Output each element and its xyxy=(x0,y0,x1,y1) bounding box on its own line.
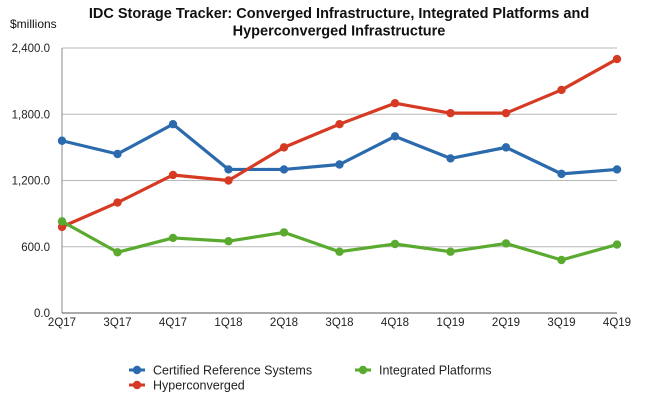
data-point xyxy=(446,108,455,118)
x-tick-label: 3Q17 xyxy=(103,317,131,329)
x-tick-label: 2Q17 xyxy=(48,317,76,329)
data-point xyxy=(335,247,344,256)
x-tick-label: 4Q19 xyxy=(603,317,631,329)
x-tick-label: 1Q19 xyxy=(436,317,464,329)
data-point xyxy=(335,160,344,169)
data-point xyxy=(390,132,400,141)
x-tick-label: 1Q18 xyxy=(214,317,242,329)
data-point xyxy=(557,255,566,265)
x-tick-label: 2Q18 xyxy=(270,317,298,329)
data-point xyxy=(557,169,566,179)
data-point xyxy=(113,198,122,207)
data-point xyxy=(168,233,178,243)
series-integrated-platforms xyxy=(57,217,622,265)
chart-title-line: IDC Storage Tracker: Converged Infrastru… xyxy=(89,6,589,22)
chart-title: IDC Storage Tracker: Converged Infrastru… xyxy=(89,6,589,40)
data-point xyxy=(224,237,233,246)
x-tick-label: 3Q19 xyxy=(547,317,575,329)
legend-label: Certified Reference Systems xyxy=(153,364,312,378)
data-point xyxy=(501,108,511,118)
legend-label: Hyperconverged xyxy=(153,379,245,393)
series-line xyxy=(60,57,619,229)
data-point xyxy=(57,217,67,226)
series-lines xyxy=(57,54,622,265)
data-point xyxy=(224,176,233,185)
legend-label: Integrated Platforms xyxy=(379,364,492,378)
data-point xyxy=(390,239,400,249)
x-tick-label: 4Q18 xyxy=(381,317,409,329)
data-point xyxy=(501,239,511,248)
data-point xyxy=(168,119,178,129)
data-point xyxy=(557,85,566,95)
data-point xyxy=(57,136,67,145)
y-tick-label: 600.0 xyxy=(21,242,50,254)
series-certified-reference-systems xyxy=(57,119,622,179)
x-tick-label: 3Q18 xyxy=(325,317,353,329)
axes xyxy=(61,48,617,314)
legend-swatch-marker xyxy=(132,380,142,390)
data-point xyxy=(501,143,511,152)
data-point xyxy=(446,154,455,163)
data-point xyxy=(612,54,622,64)
x-tick-label: 4Q17 xyxy=(159,317,187,329)
legend-item: Hyperconverged xyxy=(129,379,245,393)
data-point xyxy=(168,170,178,180)
y-tick-labels: 0.0 600.0 1,200.0 1,800.0 2,400.0 xyxy=(12,43,50,320)
y-tick-label: 2,400.0 xyxy=(12,43,50,55)
data-point xyxy=(612,240,622,249)
y-tick-label: 0.0 xyxy=(34,308,50,320)
legend: Certified Reference SystemsHyperconverge… xyxy=(129,364,492,393)
legend-item: Certified Reference Systems xyxy=(129,364,312,378)
series-hyperconverged xyxy=(57,54,622,232)
gridlines xyxy=(62,47,617,248)
data-point xyxy=(446,247,455,256)
data-point xyxy=(113,248,122,257)
data-point xyxy=(612,165,622,174)
data-point xyxy=(335,119,344,129)
data-point xyxy=(279,165,289,174)
x-tick-label: 2Q19 xyxy=(492,317,520,329)
data-point xyxy=(113,149,122,159)
chart-title-line: Hyperconverged Infrastructure xyxy=(233,24,446,40)
legend-swatch-marker xyxy=(358,365,368,375)
data-point xyxy=(279,143,289,152)
data-point xyxy=(279,228,289,237)
y-tick-label: 1,200.0 xyxy=(12,176,50,188)
data-point xyxy=(390,99,400,108)
x-tick-labels: 2Q17 3Q17 4Q17 1Q18 2Q18 3Q18 4Q18 1Q19 2Q19 3Q19… xyxy=(48,317,631,329)
legend-item: Integrated Platforms xyxy=(355,364,492,378)
data-point xyxy=(224,165,233,174)
y-axis-label: $millions xyxy=(10,17,57,31)
y-tick-label: 1,800.0 xyxy=(12,109,50,121)
legend-swatch-marker xyxy=(132,365,142,375)
